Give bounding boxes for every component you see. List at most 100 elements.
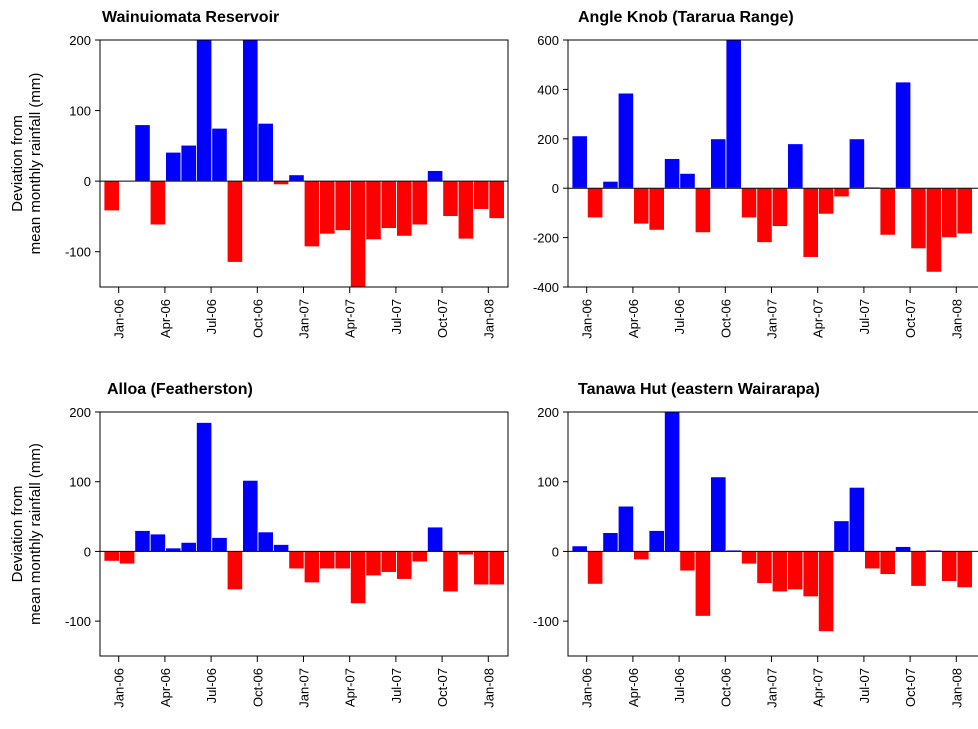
bar [571,545,588,552]
bar [226,180,243,263]
plot-frame [99,39,509,288]
x-tick-label: Apr-06 [158,668,173,707]
bar [833,187,850,198]
bar [617,505,635,552]
chart-title: Angle Knob (Tararua Range) [578,9,794,26]
bar [833,520,850,552]
x-tick-label: Jan-08 [949,299,964,339]
bar [242,479,259,552]
y-tick-label: -100 [65,614,91,629]
bar [602,180,619,189]
x-tick-label: Oct-06 [250,299,265,338]
bar [380,551,398,573]
bar [710,476,727,552]
x-tick-label: Jan-08 [949,668,964,708]
bar [411,551,428,563]
bar [864,551,881,570]
y-tick-label: 0 [552,544,559,559]
bar [710,138,727,189]
bar [956,187,973,235]
bar [910,187,927,250]
bar [195,39,213,182]
bar [119,551,136,565]
bar [895,81,912,189]
bar [257,531,274,552]
x-tick-label: Oct-07 [903,668,918,707]
x-tick-label: Apr-06 [626,299,641,338]
bar [165,151,182,182]
plot-frame [567,411,978,657]
bar [426,170,444,182]
bar [257,122,274,182]
y-axis-label: mean monthly rainfall (mm) [27,443,44,625]
bar [941,187,958,238]
bar [802,187,819,258]
bar [380,180,398,229]
bar [473,180,490,210]
bar [303,180,321,248]
x-tick-label: Jul-06 [672,668,687,703]
panel: Tanawa Hut (eastern Wairarapa) -100 0 100 20… [533,381,978,708]
bar [895,546,912,552]
bar [211,537,228,552]
y-tick-label: -100 [533,614,559,629]
x-tick-label: Oct-07 [903,299,918,338]
bar [272,544,290,552]
bar [679,551,696,572]
x-tick-label: Oct-07 [435,668,450,707]
x-tick-label: Apr-06 [158,299,173,338]
y-tick-label: 100 [537,475,559,490]
bar [149,180,166,226]
x-tick-label: Oct-07 [435,299,450,338]
bar [602,532,619,552]
bar [694,551,712,617]
x-tick-label: Jan-07 [297,299,312,339]
chart-title: Wainuiomata Reservoir [102,9,279,26]
x-tick-label: Jul-07 [857,299,872,334]
bar [180,144,197,182]
bar [771,187,789,227]
panel: Wainuiomata Reservoir Deviation from mean … [9,9,509,339]
chart-title: Tanawa Hut (eastern Wairarapa) [578,381,820,398]
bar [442,180,459,217]
bar [787,143,804,189]
x-tick-label: Jan-07 [297,668,312,708]
bar [195,422,213,552]
x-tick-label: Jan-06 [580,299,595,339]
bar [319,180,336,235]
y-tick-label: 0 [84,544,91,559]
y-axis-label: mean monthly rainfall (mm) [27,73,44,255]
bar [396,551,413,580]
bar [925,187,943,273]
bar [617,92,635,189]
bar [242,39,259,182]
bar [879,187,896,236]
bar [818,187,835,215]
bar [319,551,336,570]
x-tick-label: Jul-06 [204,299,219,334]
x-tick-label: Oct-06 [250,668,265,707]
bar [134,530,151,552]
bar [272,180,290,186]
x-tick-label: Oct-06 [718,299,733,338]
bar [648,530,665,552]
bar [426,526,444,552]
y-tick-label: 200 [69,33,91,48]
x-tick-label: Jan-08 [481,668,496,708]
x-tick-label: Apr-07 [811,668,826,707]
bar [648,187,665,231]
bar [741,187,758,219]
y-tick-label: 0 [552,181,559,196]
y-tick-label: 0 [84,174,91,189]
bar [587,551,604,585]
bar [679,172,696,189]
bar [488,180,505,219]
x-tick-label: Jan-07 [765,299,780,339]
x-tick-label: Jul-07 [389,299,404,334]
bar [442,551,459,593]
bar [303,551,321,584]
bar [226,551,243,591]
y-tick-label: 200 [537,132,559,147]
panel: Angle Knob (Tararua Range) -400 -200 0 200 40… [533,9,978,339]
bar [165,547,182,552]
